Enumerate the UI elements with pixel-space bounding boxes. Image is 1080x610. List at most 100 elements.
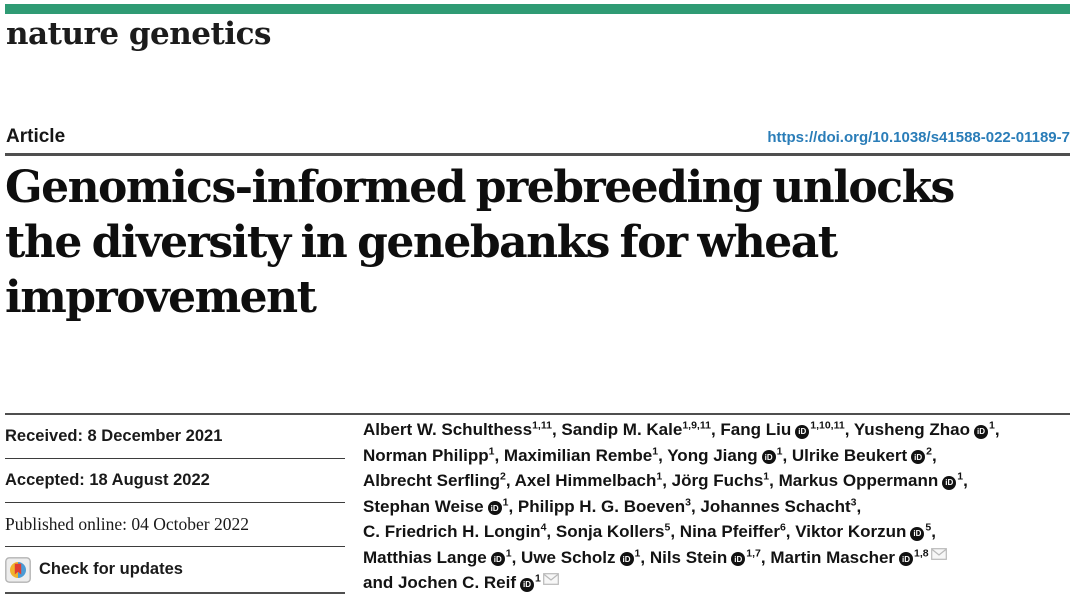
author-affiliation-sup: 1 bbox=[989, 419, 995, 432]
author-separator: , bbox=[662, 471, 672, 490]
check-for-updates-label: Check for updates bbox=[39, 560, 183, 578]
author-affiliation-sup: 1 bbox=[634, 546, 641, 559]
author-name: Sandip M. Kale bbox=[561, 420, 683, 439]
orcid-id-icon[interactable]: iD bbox=[731, 552, 746, 567]
orcid-id-icon[interactable]: iD bbox=[942, 475, 957, 490]
author-separator: , bbox=[769, 471, 779, 490]
title-line: the diversity in genebanks for wheat bbox=[5, 217, 838, 268]
author-affiliation-sup: 1 bbox=[656, 470, 663, 483]
article-type-label: Article bbox=[6, 126, 66, 147]
author-separator: , bbox=[511, 547, 522, 567]
author-separator: , bbox=[690, 496, 701, 516]
author-affiliation-sup: 1 bbox=[776, 444, 783, 457]
author-name: Johannes Schacht bbox=[700, 496, 851, 516]
author-separator: , bbox=[963, 471, 968, 490]
metadata-top-divider bbox=[5, 413, 1070, 415]
author-separator: , bbox=[760, 547, 771, 567]
author-name: C. Friedrich H. Longin bbox=[363, 522, 541, 541]
received-date-text: Received: 8 December 2021 bbox=[5, 427, 223, 445]
author-affiliation-sup: 1,10,11 bbox=[810, 419, 845, 432]
author-separator: , bbox=[782, 445, 792, 465]
author-name: Stephan Weise bbox=[363, 496, 484, 516]
journal-brand-bar bbox=[5, 4, 1070, 14]
orcid-id-icon[interactable]: iD bbox=[910, 526, 925, 541]
author-affiliation-sup: 2 bbox=[926, 444, 933, 457]
author-name: Nina Pfeiffer bbox=[679, 522, 780, 541]
author-affiliation-sup: 1 bbox=[763, 470, 770, 483]
accepted-date: Accepted: 18 August 2022 bbox=[5, 459, 345, 503]
title-line: improvement bbox=[5, 272, 317, 323]
author-separator: , bbox=[785, 522, 796, 541]
author-separator: , bbox=[856, 496, 862, 516]
accepted-date-text: Accepted: 18 August 2022 bbox=[5, 471, 210, 489]
author-separator: , bbox=[932, 445, 937, 465]
author-separator: , bbox=[844, 420, 854, 439]
author-name: Philipp H. G. Boeven bbox=[517, 496, 686, 516]
author-affiliation-sup: 1,7 bbox=[746, 546, 761, 559]
author-line: Albert W. Schulthess1,11, Sandip M. Kale… bbox=[363, 417, 1077, 443]
author-name: Markus Oppermann bbox=[778, 471, 939, 490]
author-affiliation-sup: 4 bbox=[540, 521, 547, 534]
author-affiliation-sup: 5 bbox=[925, 521, 932, 534]
author-name: Uwe Scholz bbox=[521, 547, 616, 567]
orcid-id-icon[interactable]: iD bbox=[899, 552, 914, 567]
author-affiliation-sup: 1 bbox=[957, 470, 964, 483]
author-affiliation-sup: 3 bbox=[850, 495, 857, 508]
author-line: Matthias Lange iD1, Uwe Scholz iD1, Nils S… bbox=[363, 545, 1077, 571]
author-affiliation-sup: 1,9,11 bbox=[682, 419, 711, 432]
author-name: Matthias Lange bbox=[363, 547, 487, 567]
author-separator: , bbox=[508, 496, 518, 516]
author-line: Albrecht Serfling2, Axel Himmelbach1, Jö… bbox=[363, 468, 1077, 494]
author-name: Nils Stein bbox=[649, 547, 728, 567]
author-name: Albrecht Serfling bbox=[363, 471, 500, 490]
author-affiliation-sup: 5 bbox=[664, 521, 671, 534]
doi-link[interactable]: https://doi.org/10.1038/s41588-022-01189… bbox=[767, 129, 1070, 146]
envelope-icon[interactable] bbox=[542, 573, 559, 585]
orcid-id-icon[interactable]: iD bbox=[795, 424, 810, 439]
article-header-row: Article https://doi.org/10.1038/s41588-0… bbox=[6, 126, 1070, 148]
author-separator: , bbox=[505, 471, 515, 490]
author-name: Axel Himmelbach bbox=[514, 471, 657, 490]
crossmark-icon bbox=[5, 556, 31, 583]
orcid-id-icon[interactable]: iD bbox=[487, 501, 502, 516]
author-affiliation-sup: 1 bbox=[505, 546, 512, 559]
author-affiliation-sup: 1 bbox=[502, 495, 509, 508]
check-for-updates-button[interactable]: Check for updates bbox=[5, 547, 345, 594]
article-title: Genomics-informed prebreeding unlocks th… bbox=[5, 160, 1077, 325]
author-affiliation-sup: 2 bbox=[499, 470, 506, 483]
author-affiliation-sup: 1 bbox=[488, 444, 495, 457]
orcid-id-icon[interactable]: iD bbox=[490, 552, 505, 567]
author-separator: , bbox=[710, 420, 721, 439]
author-name: Ulrike Beukert bbox=[791, 445, 908, 465]
author-separator: , bbox=[546, 522, 556, 541]
author-separator: , bbox=[931, 522, 936, 541]
orcid-id-icon[interactable]: iD bbox=[520, 577, 535, 592]
journal-wordmark: nature genetics bbox=[6, 16, 271, 52]
metadata-column: Received: 8 December 2021 Accepted: 18 A… bbox=[5, 415, 345, 594]
author-separator: , bbox=[640, 547, 650, 567]
author-affiliation-sup: 1,8 bbox=[914, 546, 929, 559]
envelope-icon[interactable] bbox=[930, 547, 947, 560]
author-line: C. Friedrich H. Longin4, Sonja Kollers5,… bbox=[363, 519, 1077, 545]
author-name: Maximilian Rembe bbox=[503, 445, 653, 465]
author-affiliation-sup: 1,11 bbox=[532, 419, 552, 432]
orcid-id-icon[interactable]: iD bbox=[761, 450, 776, 465]
orcid-id-icon[interactable]: iD bbox=[974, 424, 989, 439]
author-name: Yong Jiang bbox=[667, 445, 758, 465]
author-list: Albert W. Schulthess1,11, Sandip M. Kale… bbox=[363, 417, 1077, 596]
title-line: Genomics-informed prebreeding unlocks bbox=[5, 162, 955, 213]
received-date: Received: 8 December 2021 bbox=[5, 415, 345, 459]
author-affiliation-sup: 3 bbox=[685, 495, 691, 508]
author-name: Sonja Kollers bbox=[555, 522, 665, 541]
author-name: Fang Liu bbox=[720, 420, 792, 439]
author-separator: , bbox=[670, 522, 680, 541]
orcid-id-icon[interactable]: iD bbox=[619, 552, 634, 567]
author-name: Yusheng Zhao bbox=[853, 420, 971, 439]
author-separator: , bbox=[658, 445, 668, 465]
orcid-id-icon[interactable]: iD bbox=[911, 450, 926, 465]
author-name: and Jochen C. Reif bbox=[363, 573, 517, 592]
author-name: Martin Mascher bbox=[770, 547, 896, 567]
author-name: Norman Philipp bbox=[363, 445, 489, 465]
author-name: Albert W. Schulthess bbox=[363, 420, 533, 439]
published-date: Published online: 04 October 2022 bbox=[5, 503, 345, 547]
